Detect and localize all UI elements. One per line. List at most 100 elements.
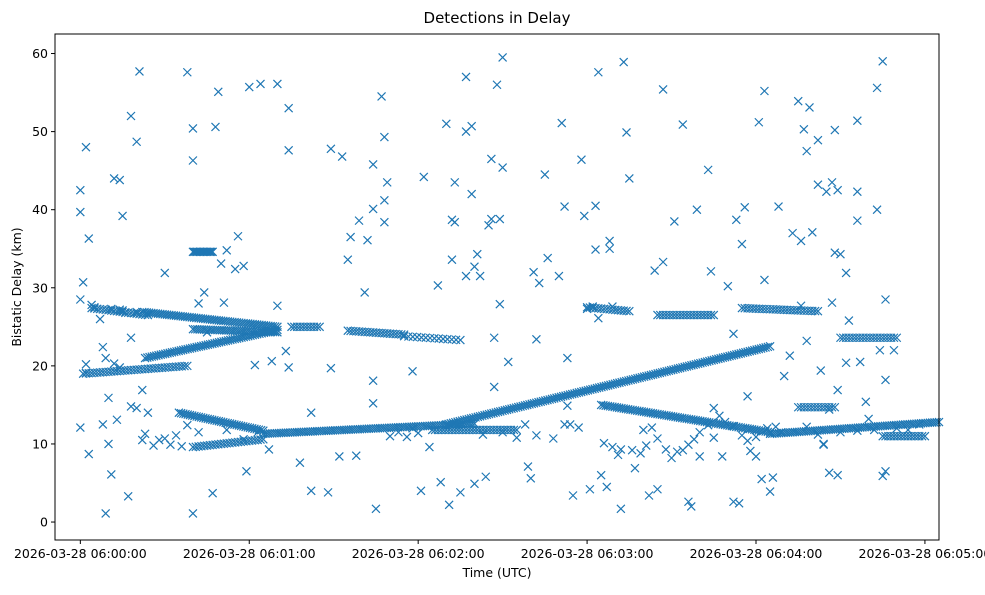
point-track-q bbox=[810, 306, 820, 316]
point-clutter bbox=[605, 244, 615, 254]
point-track-k bbox=[455, 335, 465, 345]
point-clutter bbox=[346, 232, 356, 242]
point-track-j bbox=[399, 330, 409, 340]
point-clutter bbox=[540, 170, 550, 179]
point-clutter bbox=[81, 142, 91, 152]
point-clutter bbox=[596, 470, 606, 480]
point-clutter bbox=[475, 271, 485, 281]
point-clutter bbox=[802, 146, 812, 156]
point-clutter bbox=[467, 189, 477, 199]
point-clutter bbox=[84, 449, 94, 459]
point-clutter bbox=[360, 288, 370, 297]
point-clutter bbox=[101, 353, 111, 363]
point-clutter bbox=[484, 220, 493, 230]
point-clutter bbox=[498, 427, 508, 437]
point-clutter bbox=[593, 67, 603, 77]
point-clutter bbox=[379, 217, 389, 227]
point-clutter bbox=[875, 345, 885, 355]
point-clutter bbox=[233, 231, 243, 241]
point-track-q bbox=[813, 306, 823, 316]
point-track-s bbox=[830, 402, 840, 412]
point-clutter bbox=[95, 314, 105, 324]
point-clutter bbox=[720, 417, 730, 427]
point-clutter bbox=[284, 363, 294, 372]
point-clutter bbox=[281, 346, 291, 356]
y-axis-ticks: 0 10 20 30 40 50 60 bbox=[32, 46, 55, 530]
point-clutter bbox=[591, 245, 600, 254]
point-clutter bbox=[864, 414, 874, 424]
point-clutter bbox=[354, 216, 364, 226]
point-clutter bbox=[568, 491, 578, 500]
point-clutter bbox=[565, 420, 575, 429]
point-track-n bbox=[622, 306, 631, 316]
point-clutter bbox=[684, 497, 693, 507]
point-clutter bbox=[760, 86, 769, 96]
point-clutter bbox=[796, 301, 806, 311]
point-clutter bbox=[447, 255, 457, 265]
point-clutter bbox=[796, 236, 806, 246]
point-clutter bbox=[861, 397, 871, 407]
point-clutter bbox=[560, 202, 569, 211]
point-clutter bbox=[253, 427, 263, 437]
point-clutter bbox=[785, 351, 795, 361]
point-clutter bbox=[202, 327, 212, 337]
point-clutter bbox=[160, 434, 170, 443]
point-clutter bbox=[284, 145, 294, 155]
point-clutter bbox=[75, 423, 85, 432]
y-axis-label: Bistatic Delay (km) bbox=[9, 227, 24, 346]
point-clutter bbox=[137, 435, 147, 445]
point-clutter bbox=[264, 444, 274, 454]
point-clutter bbox=[833, 470, 843, 480]
point-track-h bbox=[312, 322, 322, 332]
point-clutter bbox=[836, 249, 845, 259]
point-clutter bbox=[627, 445, 637, 455]
point-clutter bbox=[653, 484, 662, 494]
point-clutter bbox=[461, 271, 471, 281]
point-clutter bbox=[444, 500, 454, 510]
point-clutter bbox=[731, 215, 741, 225]
point-clutter bbox=[492, 80, 502, 90]
point-clutter bbox=[878, 56, 888, 66]
point-clutter bbox=[363, 235, 372, 245]
point-clutter bbox=[529, 267, 539, 277]
point-clutter bbox=[805, 102, 814, 112]
point-clutter bbox=[678, 120, 688, 130]
point-clutter bbox=[132, 137, 142, 147]
point-clutter bbox=[402, 432, 412, 442]
point-clutter bbox=[295, 458, 305, 468]
point-clutter bbox=[104, 393, 113, 403]
point-clutter bbox=[602, 482, 612, 492]
point-clutter bbox=[593, 313, 603, 323]
point-clutter bbox=[608, 302, 617, 311]
point-clutter bbox=[802, 422, 812, 432]
point-clutter bbox=[188, 124, 198, 133]
point-clutter bbox=[793, 96, 803, 106]
point-clutter bbox=[213, 87, 223, 97]
point-clutter bbox=[512, 433, 522, 443]
point-clutter bbox=[171, 430, 181, 440]
point-clutter bbox=[126, 111, 136, 121]
point-clutter bbox=[135, 67, 144, 76]
point-clutter bbox=[836, 427, 845, 437]
point-clutter bbox=[208, 488, 218, 498]
point-clutter bbox=[222, 245, 232, 255]
point-clutter bbox=[351, 451, 361, 461]
point-clutter bbox=[689, 434, 699, 444]
point-track-v bbox=[205, 247, 215, 257]
x-tick-label-3: 2026-03-28 06:03:00 bbox=[521, 546, 654, 561]
point-clutter bbox=[653, 434, 662, 443]
point-clutter bbox=[608, 442, 617, 452]
point-track-h bbox=[315, 322, 325, 332]
point-clutter bbox=[827, 298, 837, 308]
point-clutter bbox=[489, 333, 499, 343]
point-clutter bbox=[132, 307, 142, 317]
point-clutter bbox=[230, 264, 240, 274]
point-clutter bbox=[669, 216, 679, 226]
point-clutter bbox=[408, 423, 417, 433]
point-clutter bbox=[368, 398, 378, 408]
point-clutter bbox=[123, 491, 133, 501]
x-axis-label: Time (UTC) bbox=[461, 565, 531, 580]
point-clutter bbox=[140, 429, 150, 439]
point-clutter bbox=[813, 180, 823, 190]
point-clutter bbox=[182, 420, 192, 430]
